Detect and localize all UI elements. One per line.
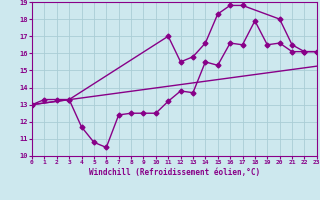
X-axis label: Windchill (Refroidissement éolien,°C): Windchill (Refroidissement éolien,°C) bbox=[89, 168, 260, 177]
